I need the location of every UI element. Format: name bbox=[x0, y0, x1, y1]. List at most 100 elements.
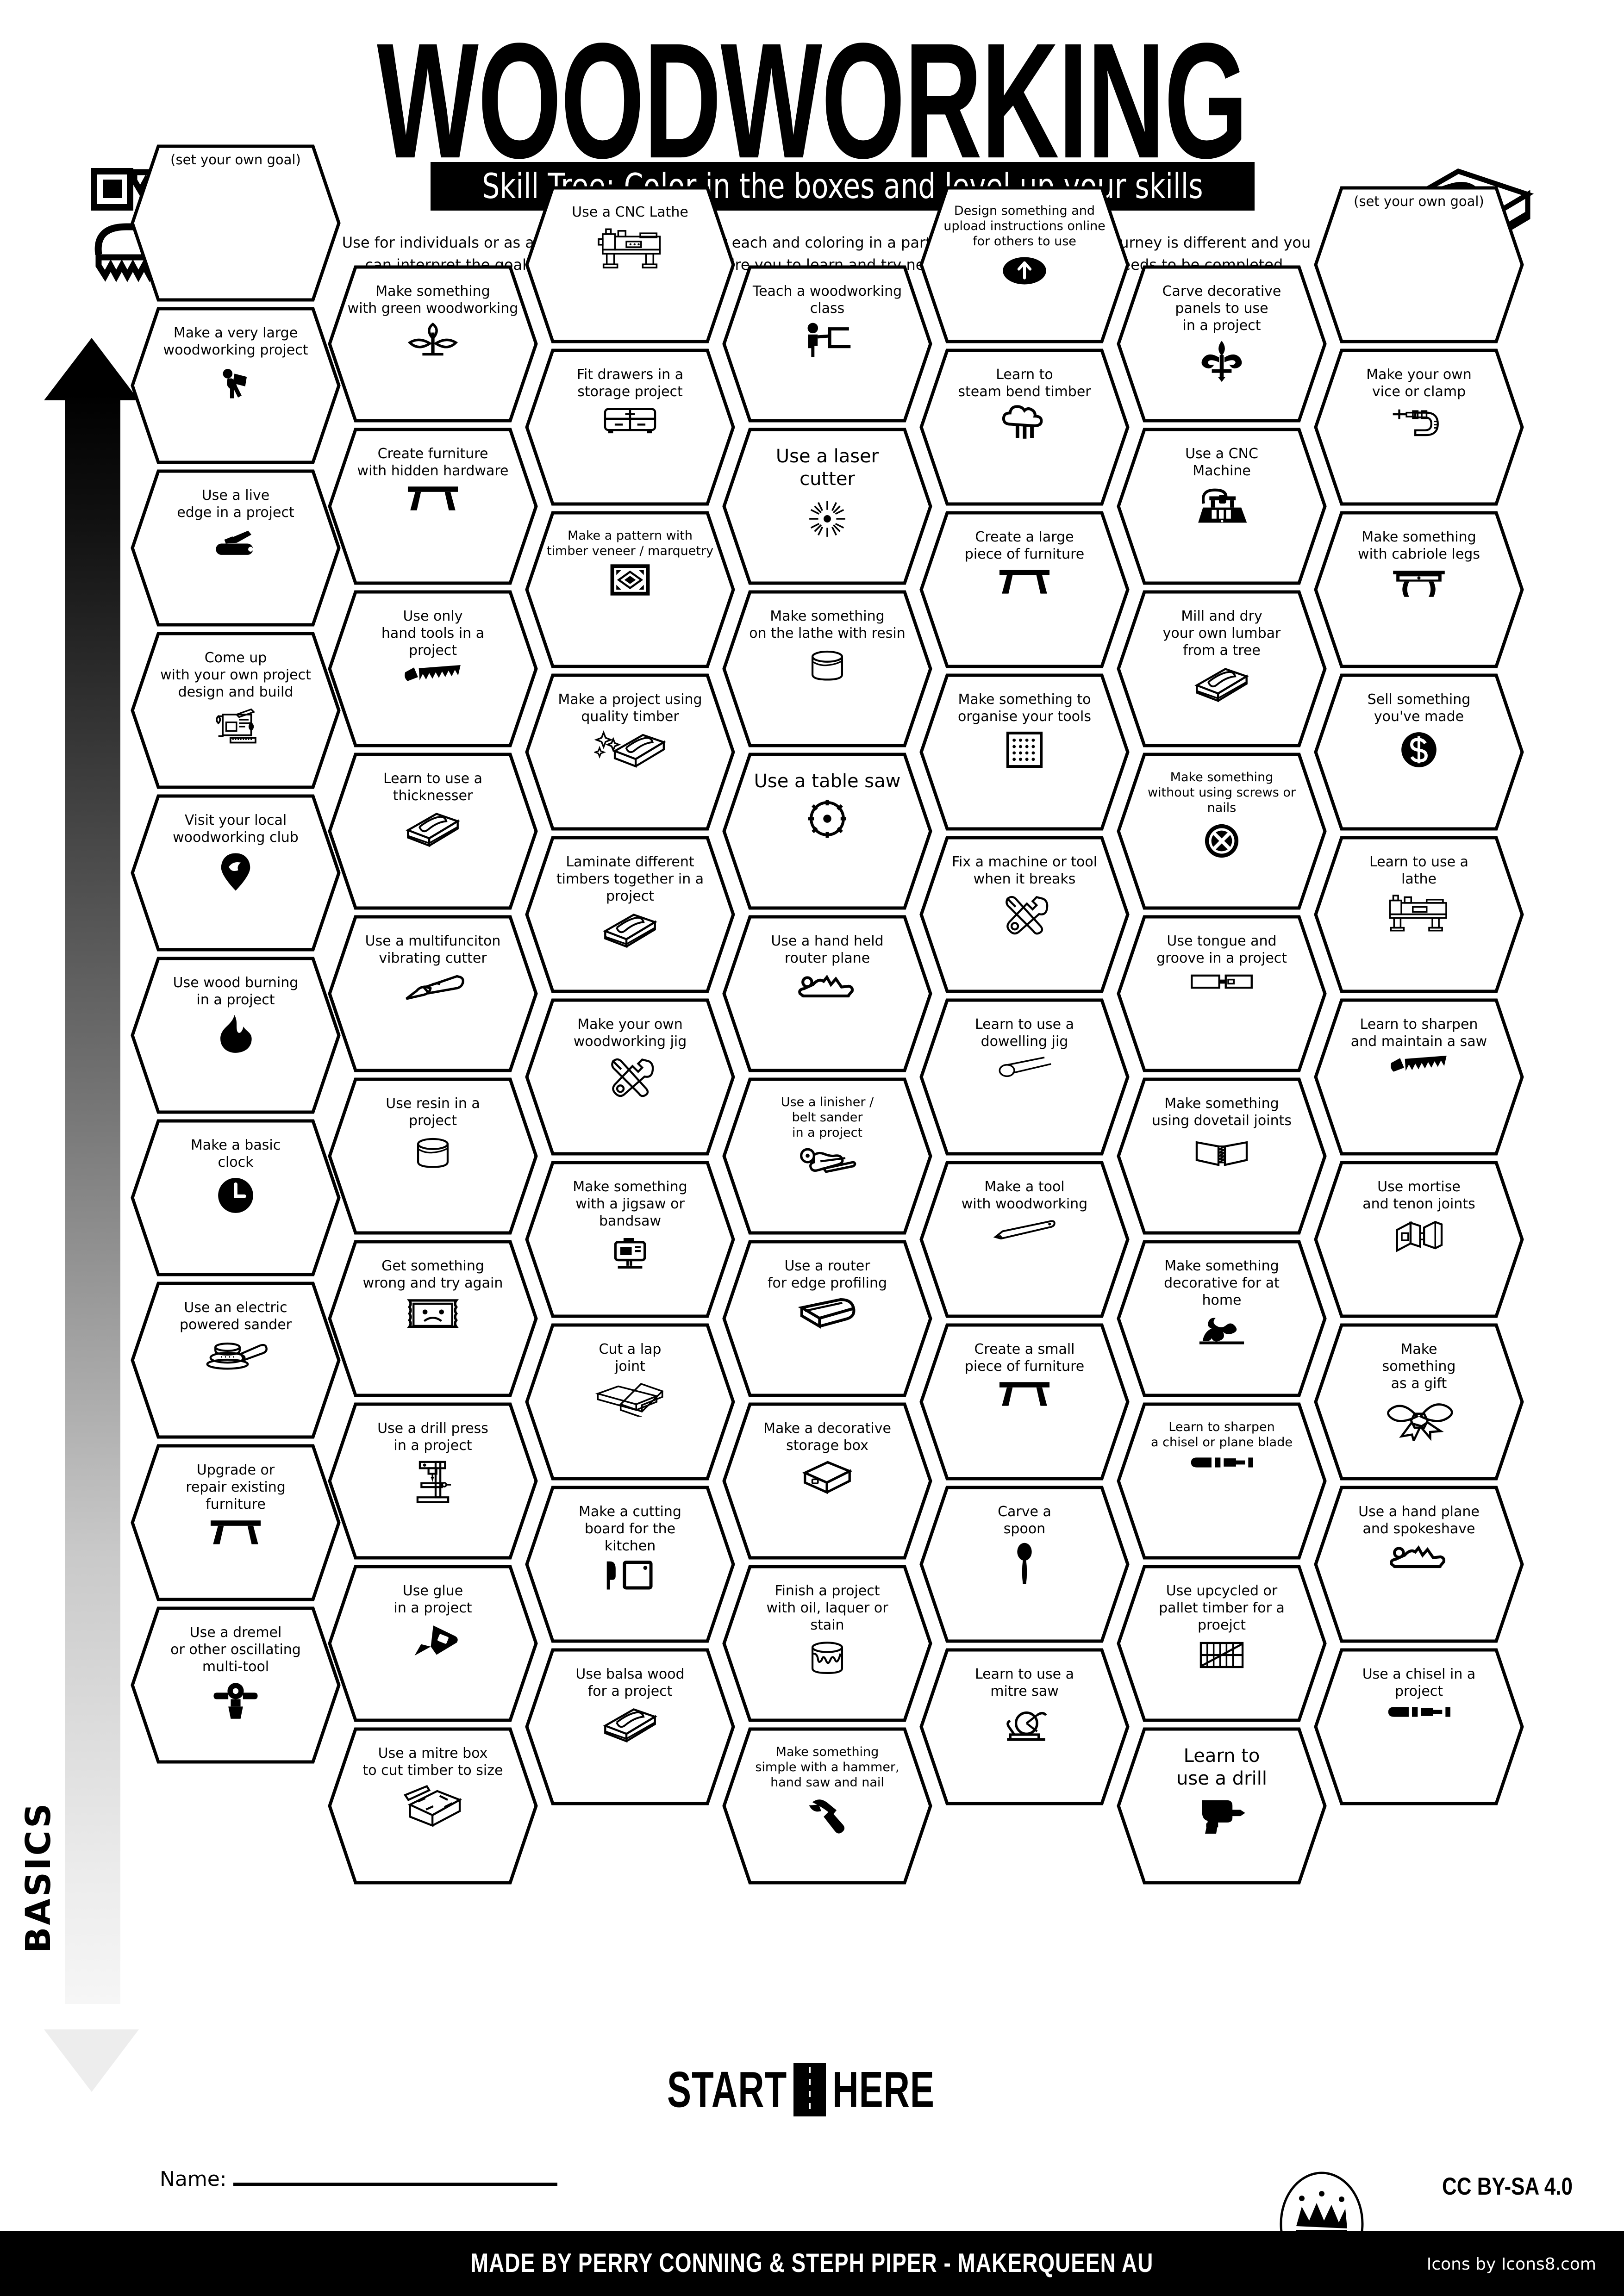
pallet-icon bbox=[1116, 1639, 1328, 1671]
skill-hex-c4-r2[interactable]: Teach a woodworking class bbox=[721, 264, 933, 423]
sapling-icon bbox=[327, 322, 539, 357]
skill-hex-c4-r8[interactable]: Use a router for edge profiling bbox=[721, 1239, 933, 1398]
skill-hex-c3-r3[interactable]: Make a pattern with timber veneer / marqu… bbox=[524, 510, 736, 669]
cnc-machine-icon bbox=[1116, 484, 1328, 529]
hex-outline bbox=[919, 511, 1130, 668]
skill-hex-c6-r9[interactable]: Learn to sharpen a chisel or plane blade bbox=[1116, 1401, 1328, 1561]
skill-hex-c4-r3[interactable]: Use a laser cutter bbox=[721, 427, 933, 586]
skill-hex-c3-r7[interactable]: Make something with a jigsaw or bandsaw bbox=[524, 1160, 736, 1319]
skill-hex-c7-r6[interactable]: Learn to sharpen and maintain a saw bbox=[1313, 997, 1525, 1157]
skill-hex-c3-r4[interactable]: Make a project using quality timber bbox=[524, 672, 736, 832]
skill-hex-c6-r10[interactable]: Use upcycled or pallet timber for a proejc… bbox=[1116, 1564, 1328, 1723]
skill-hex-c6-r5[interactable]: Make something without using screws or nai… bbox=[1116, 752, 1328, 911]
skill-hex-c2-r8[interactable]: Get something wrong and try again bbox=[327, 1239, 539, 1398]
skill-hex-c5-r5[interactable]: Fix a machine or tool when it breaks bbox=[918, 835, 1131, 994]
skill-hex-c5-r10[interactable]: Learn to use a mitre saw bbox=[918, 1647, 1131, 1806]
skill-hex-c6-r4[interactable]: Mill and dry your own lumbar from a tree bbox=[1116, 589, 1328, 748]
axis-gradient-shaft bbox=[65, 393, 120, 2004]
skill-hex-c4-r11[interactable]: Make something simple with a hammer, hand … bbox=[721, 1726, 933, 1885]
hex-outline bbox=[1314, 1486, 1524, 1643]
skill-hex-c7-r10[interactable]: Use a chisel in a project bbox=[1313, 1647, 1525, 1806]
spoon-icon bbox=[918, 1542, 1131, 1587]
skill-hex-c7-r4[interactable]: Sell something you've made bbox=[1313, 672, 1525, 832]
skill-hex-c5-r6[interactable]: Learn to use a dowelling jig bbox=[918, 997, 1131, 1157]
skill-hex-c1-r7[interactable]: Make a basic clock bbox=[130, 1118, 342, 1277]
skill-hex-c3-r2[interactable]: Fit drawers in a storage project bbox=[524, 348, 736, 507]
skill-hex-c7-r5[interactable]: Learn to use a lathe bbox=[1313, 835, 1525, 994]
skill-hex-c2-r6[interactable]: Use a multifunciton vibrating cutter bbox=[327, 914, 539, 1073]
skill-hex-c2-r5[interactable]: Learn to use a thicknesser bbox=[327, 752, 539, 911]
skill-hex-c6-r6[interactable]: Use tongue and groove in a project bbox=[1116, 914, 1328, 1073]
skill-hex-c5-r9[interactable]: Carve a spoon bbox=[918, 1485, 1131, 1644]
skill-hex-c7-r1[interactable]: (set your own goal) bbox=[1313, 185, 1525, 344]
hammer-icon bbox=[721, 1796, 933, 1840]
skill-hex-c5-r3[interactable]: Create a large piece of furniture bbox=[918, 510, 1131, 669]
skill-label: Make something with cabriole legs bbox=[1358, 529, 1480, 563]
ornament-icon bbox=[1116, 1314, 1328, 1346]
mortise-tenon-icon bbox=[1313, 1217, 1525, 1257]
skill-hex-c4-r5[interactable]: Use a table saw bbox=[721, 752, 933, 911]
skill-hex-c2-r7[interactable]: Use resin in a project bbox=[327, 1076, 539, 1236]
hex-outline bbox=[722, 1402, 932, 1560]
skill-hex-c3-r10[interactable]: Use balsa wood for a project bbox=[524, 1647, 736, 1806]
skill-hex-c7-r9[interactable]: Use a hand plane and spokeshave bbox=[1313, 1485, 1525, 1644]
skill-hex-c5-r1[interactable]: Design something and upload instructions … bbox=[918, 185, 1131, 344]
mitre-saw-icon bbox=[918, 1705, 1131, 1745]
skill-hex-c4-r6[interactable]: Use a hand held router plane bbox=[721, 914, 933, 1073]
skill-hex-c1-r4[interactable]: Come up with your own project design and b… bbox=[130, 631, 342, 790]
skill-hex-c2-r3[interactable]: Create furniture with hidden hardware bbox=[327, 427, 539, 586]
skill-hex-c5-r8[interactable]: Create a small piece of furniture bbox=[918, 1322, 1131, 1481]
skill-hex-c3-r9[interactable]: Make a cutting board for the kitchen bbox=[524, 1485, 736, 1644]
skill-hex-c1-r9[interactable]: Upgrade or repair existing furniture bbox=[130, 1443, 342, 1602]
skill-label: Make a cutting board for the kitchen bbox=[579, 1504, 681, 1555]
skill-hex-c1-r2[interactable]: Make a very large woodworking project bbox=[130, 306, 342, 465]
cnc-lathe-icon bbox=[524, 225, 736, 270]
skill-hex-c2-r4[interactable]: Use only hand tools in a project bbox=[327, 589, 539, 748]
skill-hex-c1-r10[interactable]: Use a dremel or other oscillating multi-to… bbox=[130, 1605, 342, 1765]
skill-hex-c4-r9[interactable]: Make a decorative storage box bbox=[721, 1401, 933, 1561]
skill-hex-c2-r10[interactable]: Use glue in a project bbox=[327, 1564, 539, 1723]
skill-hex-c1-r3[interactable]: Use a live edge in a project bbox=[130, 468, 342, 628]
sad-face-icon bbox=[327, 1296, 539, 1333]
skill-label: Design something and upload instructions … bbox=[943, 204, 1106, 249]
skill-hex-c7-r3[interactable]: Make something with cabriole legs bbox=[1313, 510, 1525, 669]
skill-hex-c6-r7[interactable]: Make something using dovetail joints bbox=[1116, 1076, 1328, 1236]
hand-plane-icon bbox=[721, 971, 933, 1000]
skill-hex-c5-r2[interactable]: Learn to steam bend timber bbox=[918, 348, 1131, 507]
hex-outline bbox=[722, 1240, 932, 1397]
skill-hex-c7-r7[interactable]: Use mortise and tenon joints bbox=[1313, 1160, 1525, 1319]
skill-hex-c6-r8[interactable]: Make something decorative for at home bbox=[1116, 1239, 1328, 1398]
skill-hex-c2-r11[interactable]: Use a mitre box to cut timber to size bbox=[327, 1726, 539, 1885]
chisel-icon bbox=[1313, 1705, 1525, 1719]
skill-hex-c6-r11[interactable]: Learn to use a drill bbox=[1116, 1726, 1328, 1885]
skill-hex-c1-r6[interactable]: Use wood burning in a project bbox=[130, 956, 342, 1115]
skill-hex-c1-r1[interactable]: (set your own goal) bbox=[130, 143, 342, 303]
skill-hex-c3-r8[interactable]: Cut a lap joint bbox=[524, 1322, 736, 1481]
skill-hex-c1-r5[interactable]: Visit your local woodworking club bbox=[130, 793, 342, 952]
skill-hex-c4-r10[interactable]: Finish a project with oil, laquer or stain bbox=[721, 1564, 933, 1723]
name-input-line[interactable] bbox=[233, 2166, 557, 2186]
hex-outline bbox=[328, 1077, 538, 1235]
skill-hex-c3-r6[interactable]: Make your own woodworking jig bbox=[524, 997, 736, 1157]
skill-hex-c3-r1[interactable]: Use a CNC Lathe bbox=[524, 185, 736, 344]
skill-label: Create a small piece of furniture bbox=[964, 1341, 1085, 1375]
skill-label: Use a linisher / belt sander in a project bbox=[781, 1095, 874, 1140]
skill-label: Learn to use a lathe bbox=[1369, 854, 1469, 888]
skill-hex-c7-r8[interactable]: Make something as a gift bbox=[1313, 1322, 1525, 1481]
skill-hex-c2-r2[interactable]: Make something with green woodworking bbox=[327, 264, 539, 423]
skill-hex-c4-r7[interactable]: Use a linisher / belt sander in a project bbox=[721, 1076, 933, 1236]
paint-tin-icon bbox=[721, 647, 933, 685]
skill-hex-c6-r2[interactable]: Carve decorative panels to use in a projec… bbox=[1116, 264, 1328, 423]
skill-hex-c5-r4[interactable]: Make something to organise your tools bbox=[918, 672, 1131, 832]
skill-hex-c1-r8[interactable]: Use an electric powered sander bbox=[130, 1281, 342, 1440]
skill-hex-c6-r3[interactable]: Use a CNC Machine bbox=[1116, 427, 1328, 586]
skill-hex-c7-r2[interactable]: Make your own vice or clamp bbox=[1313, 348, 1525, 507]
hex-outline bbox=[1314, 998, 1524, 1156]
skill-label: Learn to use a mitre saw bbox=[974, 1666, 1074, 1700]
skill-label: Use glue in a project bbox=[394, 1583, 472, 1617]
skill-hex-c4-r4[interactable]: Make something on the lathe with resin bbox=[721, 589, 933, 748]
skill-hex-c2-r9[interactable]: Use a drill press in a project bbox=[327, 1401, 539, 1561]
skill-hex-c5-r7[interactable]: Make a tool with woodworking bbox=[918, 1160, 1131, 1319]
name-field[interactable]: Name: bbox=[160, 2166, 557, 2191]
